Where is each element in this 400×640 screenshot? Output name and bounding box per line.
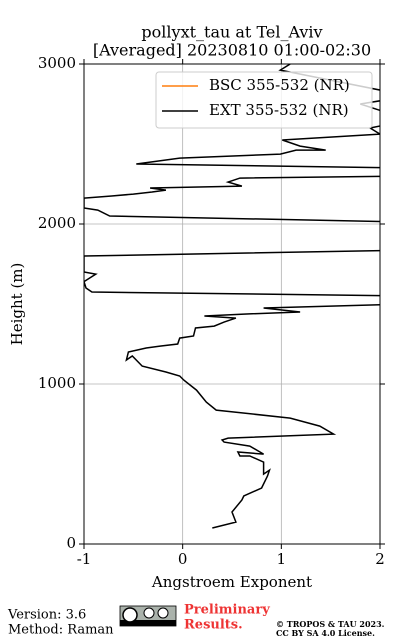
chart-subtitle: [Averaged] 20230810 01:00-02:30 (93, 41, 371, 60)
cc-logo (119, 605, 177, 627)
y-tick-label: 2000 (38, 214, 76, 232)
x-tick-label: -1 (77, 550, 92, 568)
y-tick-label: 3000 (38, 54, 76, 72)
legend-box (155, 71, 373, 129)
preliminary: Preliminary (184, 603, 270, 618)
license: CC BY SA 4.0 License. (276, 628, 375, 638)
method: Method: Raman (8, 623, 114, 638)
chart-title: pollyxt_tau at Tel_Aviv (141, 23, 322, 42)
legend-label: EXT 355-532 (NR) (209, 101, 349, 119)
version: Version: 3.6 (7, 608, 86, 623)
x-tick-label: 0 (178, 550, 188, 568)
x-tick-label: 1 (277, 550, 287, 568)
plot-lines (84, 64, 380, 529)
x-axis-label: Angstroem Exponent (151, 573, 312, 591)
x-tick-label: 2 (375, 550, 385, 568)
grid (83, 63, 381, 545)
legend-label: BSC 355-532 (NR) (209, 76, 350, 94)
copyright: © TROPOS & TAU 2023. (276, 619, 385, 629)
plot-frame (83, 63, 381, 545)
profile-line (84, 64, 380, 529)
y-axis-label: Height (m) (8, 263, 26, 346)
results: Results. (184, 618, 243, 633)
y-tick-label: 1000 (38, 374, 76, 392)
legend: BSC 355-532 (NR) EXT 355-532 (NR) (155, 71, 373, 129)
y-tick-label: 0 (66, 534, 76, 552)
